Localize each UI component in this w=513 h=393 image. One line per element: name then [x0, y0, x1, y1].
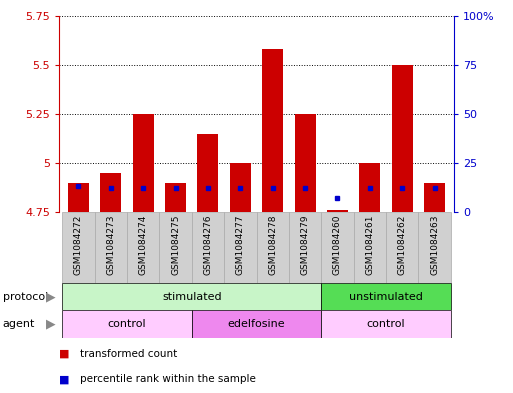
Text: GSM1084274: GSM1084274 [139, 214, 148, 275]
Text: GSM1084262: GSM1084262 [398, 214, 407, 275]
Bar [386, 212, 419, 283]
Text: GSM1084263: GSM1084263 [430, 214, 439, 275]
Text: protocol: protocol [3, 292, 48, 302]
Bar [424, 183, 445, 212]
Text: GSM1084277: GSM1084277 [236, 214, 245, 275]
Text: ■: ■ [59, 374, 69, 384]
Text: unstimulated: unstimulated [349, 292, 423, 302]
Bar [160, 212, 192, 283]
Bar [127, 212, 160, 283]
Bar [230, 163, 251, 212]
Text: GSM1084275: GSM1084275 [171, 214, 180, 275]
Bar [359, 163, 380, 212]
Bar [62, 310, 192, 338]
Text: control: control [367, 319, 405, 329]
Bar [289, 212, 321, 283]
Text: edelfosine: edelfosine [228, 319, 285, 329]
Bar [392, 65, 413, 212]
Bar [68, 183, 89, 212]
Text: GSM1084279: GSM1084279 [301, 214, 309, 275]
Text: GSM1084261: GSM1084261 [365, 214, 374, 275]
Bar [419, 212, 451, 283]
Bar [100, 173, 121, 212]
Bar [256, 212, 289, 283]
Text: percentile rank within the sample: percentile rank within the sample [80, 374, 255, 384]
Bar [192, 310, 321, 338]
Text: GSM1084273: GSM1084273 [106, 214, 115, 275]
Bar [353, 212, 386, 283]
Bar [94, 212, 127, 283]
Bar [294, 114, 315, 212]
Bar [224, 212, 256, 283]
Text: GSM1084260: GSM1084260 [333, 214, 342, 275]
Bar [165, 183, 186, 212]
Bar [327, 210, 348, 212]
Bar [192, 212, 224, 283]
Bar [321, 283, 451, 310]
Text: transformed count: transformed count [80, 349, 177, 359]
Text: GSM1084272: GSM1084272 [74, 214, 83, 275]
Text: control: control [108, 319, 146, 329]
Text: GSM1084278: GSM1084278 [268, 214, 277, 275]
Bar [198, 134, 219, 212]
Bar [62, 212, 94, 283]
Text: ▶: ▶ [46, 318, 56, 331]
Text: GSM1084276: GSM1084276 [204, 214, 212, 275]
Bar [62, 283, 321, 310]
Text: stimulated: stimulated [162, 292, 222, 302]
Bar [262, 49, 283, 212]
Text: ▶: ▶ [46, 290, 56, 303]
Text: ■: ■ [59, 349, 69, 359]
Text: agent: agent [3, 319, 35, 329]
Bar [321, 310, 451, 338]
Bar [321, 212, 353, 283]
Bar [133, 114, 154, 212]
